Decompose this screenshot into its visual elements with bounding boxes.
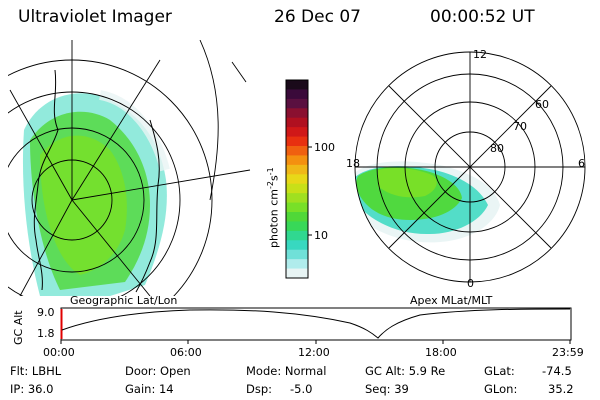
mlt-label-18: 18: [346, 157, 360, 170]
colorbar-cell: [286, 249, 308, 260]
colorbar-cell: [286, 174, 308, 185]
mlat-label-80: 80: [490, 142, 504, 155]
colorbar-tick-10: 10: [314, 229, 328, 242]
mlt-label-6: 6: [578, 157, 585, 170]
geographic-label: Geographic Lat/Lon: [70, 294, 178, 307]
dsp-label: Dsp:: [246, 382, 273, 396]
door-info: Door: Open: [125, 364, 191, 378]
colorbar-cell: [286, 212, 308, 222]
glon-label: GLon:: [484, 382, 518, 396]
colorbar-cell: [286, 98, 308, 109]
colorbar-cell: [286, 221, 308, 232]
alt-x-tick-4: 23:59: [552, 346, 584, 359]
glon-value: 35.2: [548, 382, 574, 396]
colorbar-cell: [286, 268, 308, 279]
date-label: 26 Dec 07: [274, 7, 361, 27]
apex-label: Apex MLat/MLT: [410, 294, 493, 307]
alt-y-max: 9.0: [37, 306, 55, 319]
colorbar-cell: [286, 117, 308, 128]
dsp-value: -5.0: [290, 382, 313, 396]
alt-x-tick-1: 06:00: [170, 346, 202, 359]
colorbar-cell: [286, 259, 308, 270]
colorbar-cell: [286, 164, 308, 175]
filter-info: Flt: LBHL: [10, 364, 62, 378]
alt-x-tick-3: 18:00: [425, 346, 457, 359]
mlat-label-70: 70: [513, 120, 527, 133]
alt-y-min: 1.8: [37, 327, 55, 340]
colorbar-cell: [286, 80, 308, 90]
colorbar-tick-100: 100: [314, 141, 335, 154]
gc-alt-info: GC Alt: 5.9 Re: [365, 364, 446, 378]
seq-info: Seq: 39: [365, 382, 409, 396]
alt-x-tick-0: 00:00: [43, 346, 75, 359]
colorbar-cell: [286, 230, 308, 241]
colorbar-cell: [286, 183, 308, 194]
mlt-label-12: 12: [473, 48, 487, 61]
glat-label: GLat:: [484, 364, 515, 378]
colorbar-cell: [286, 127, 308, 138]
ip-info: IP: 36.0: [10, 382, 54, 396]
colorbar-cell: [286, 240, 308, 251]
colorbar-cell: [286, 136, 308, 147]
alt-x-tick-2: 12:00: [298, 346, 330, 359]
colorbar-cell: [286, 202, 308, 213]
mode-info: Mode: Normal: [246, 364, 327, 378]
gain-info: Gain: 14: [125, 382, 174, 396]
colorbar-cell: [286, 146, 308, 156]
mlt-label-0: 0: [467, 277, 474, 290]
instrument-title: Ultraviolet Imager: [18, 7, 172, 27]
glat-value: -74.5: [542, 364, 572, 378]
colorbar-cell: [286, 89, 308, 100]
alt-y-label: GC Alt: [12, 310, 25, 345]
mlat-label-60: 60: [535, 98, 549, 111]
time-label: 00:00:52 UT: [430, 7, 535, 27]
colorbar-cell: [286, 155, 308, 166]
colorbar-cell: [286, 108, 308, 119]
colorbar-cell: [286, 193, 308, 204]
